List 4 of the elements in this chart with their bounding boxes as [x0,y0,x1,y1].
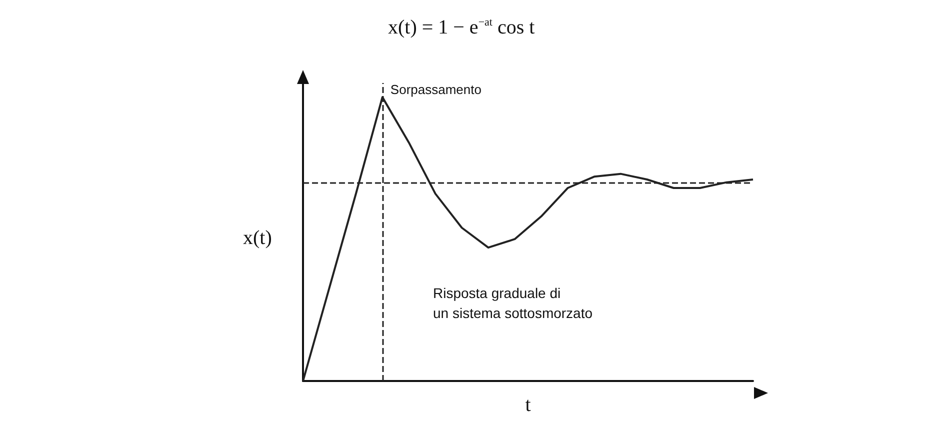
annotation: Risposta graduale di un sistema sottosmorzato [433,285,593,321]
y-axis-title: x(t) [243,227,272,249]
x-axis-title: t [525,394,532,416]
text: Sorpassamento [390,82,482,97]
